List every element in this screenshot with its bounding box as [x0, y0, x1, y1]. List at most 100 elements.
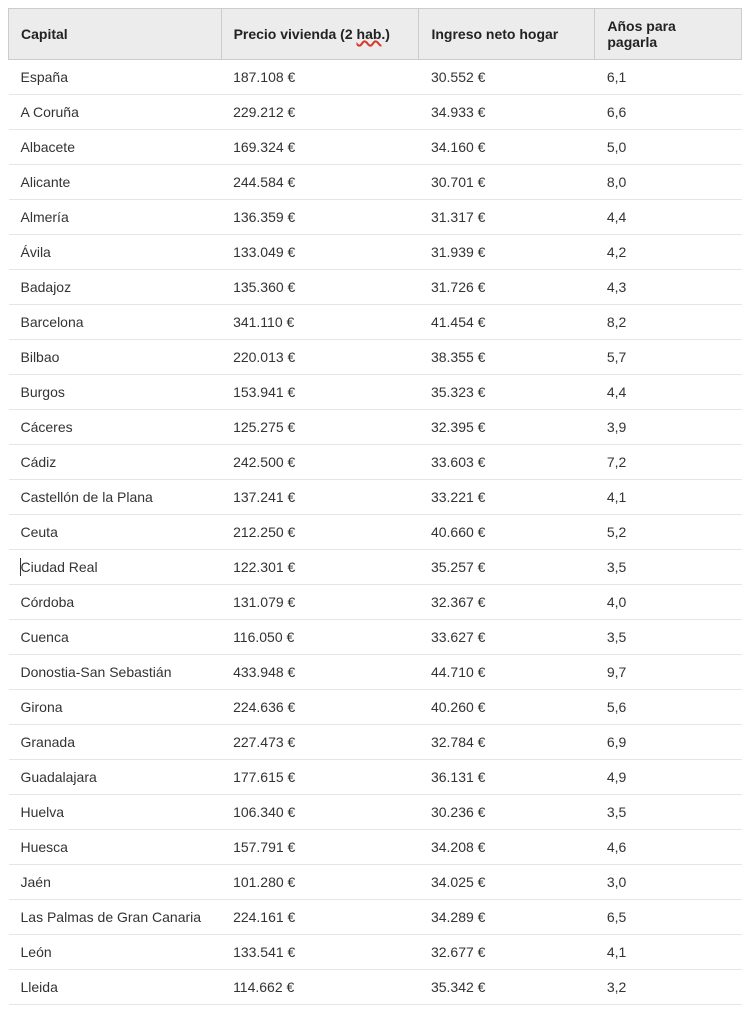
cell-ingreso: 35.257 € — [419, 550, 595, 585]
cell-capital: Ávila — [9, 235, 222, 270]
cell-capital: Alicante — [9, 165, 222, 200]
cell-anos: 5,6 — [595, 690, 742, 725]
cell-precio: 135.360 € — [221, 270, 419, 305]
cell-capital: Córdoba — [9, 585, 222, 620]
table-row: A Coruña229.212 €34.933 €6,6 — [9, 95, 742, 130]
table-row: Ciudad Real122.301 €35.257 €3,5 — [9, 550, 742, 585]
cell-capital: Bilbao — [9, 340, 222, 375]
cell-capital: Barcelona — [9, 305, 222, 340]
cell-anos: 4,0 — [595, 585, 742, 620]
cell-capital: Granada — [9, 725, 222, 760]
cell-anos: 7,2 — [595, 445, 742, 480]
cell-capital: Huesca — [9, 830, 222, 865]
cell-precio: 227.473 € — [221, 725, 419, 760]
cell-ingreso: 33.627 € — [419, 620, 595, 655]
cell-capital: Las Palmas de Gran Canaria — [9, 900, 222, 935]
cell-precio: 137.241 € — [221, 480, 419, 515]
cell-capital: Cáceres — [9, 410, 222, 445]
table-row: Huelva106.340 €30.236 €3,5 — [9, 795, 742, 830]
cell-anos: 5,2 — [595, 515, 742, 550]
cell-ingreso: 34.933 € — [419, 95, 595, 130]
cell-precio: 133.049 € — [221, 235, 419, 270]
cell-ingreso: 35.323 € — [419, 375, 595, 410]
cell-ingreso: 32.784 € — [419, 725, 595, 760]
cell-capital: Jaén — [9, 865, 222, 900]
cell-capital: Burgos — [9, 375, 222, 410]
cell-precio: 224.636 € — [221, 690, 419, 725]
cell-ingreso: 31.939 € — [419, 235, 595, 270]
cell-anos: 4,9 — [595, 760, 742, 795]
col-header-3: Años para pagarla — [595, 9, 742, 60]
table-row: Girona224.636 €40.260 €5,6 — [9, 690, 742, 725]
cell-anos: 6,9 — [595, 725, 742, 760]
cell-capital: Guadalajara — [9, 760, 222, 795]
cell-anos: 6,5 — [595, 900, 742, 935]
table-row: Barcelona341.110 €41.454 €8,2 — [9, 305, 742, 340]
cell-anos: 8,2 — [595, 305, 742, 340]
cell-ingreso: 34.289 € — [419, 900, 595, 935]
cell-capital: Albacete — [9, 130, 222, 165]
cell-precio: 242.500 € — [221, 445, 419, 480]
cell-capital: Ciudad Real — [9, 550, 222, 585]
housing-table: CapitalPrecio vivienda (2 hab.)Ingreso n… — [8, 8, 742, 1005]
table-row: Alicante244.584 €30.701 €8,0 — [9, 165, 742, 200]
cell-ingreso: 32.367 € — [419, 585, 595, 620]
cell-ingreso: 36.131 € — [419, 760, 595, 795]
cell-capital: España — [9, 60, 222, 95]
cell-anos: 4,1 — [595, 480, 742, 515]
cell-ingreso: 40.260 € — [419, 690, 595, 725]
col-header-2: Ingreso neto hogar — [419, 9, 595, 60]
spellcheck-mark: hab — [357, 26, 382, 42]
cell-ingreso: 33.603 € — [419, 445, 595, 480]
cell-anos: 5,0 — [595, 130, 742, 165]
cell-precio: 116.050 € — [221, 620, 419, 655]
table-row: Lleida114.662 €35.342 €3,2 — [9, 970, 742, 1005]
cell-ingreso: 38.355 € — [419, 340, 595, 375]
cell-ingreso: 40.660 € — [419, 515, 595, 550]
cell-capital: Girona — [9, 690, 222, 725]
cell-anos: 3,0 — [595, 865, 742, 900]
table-header: CapitalPrecio vivienda (2 hab.)Ingreso n… — [9, 9, 742, 60]
cell-precio: 133.541 € — [221, 935, 419, 970]
cell-ingreso: 31.317 € — [419, 200, 595, 235]
cell-anos: 3,2 — [595, 970, 742, 1005]
table-row: Bilbao220.013 €38.355 €5,7 — [9, 340, 742, 375]
table-row: León133.541 €32.677 €4,1 — [9, 935, 742, 970]
cell-ingreso: 41.454 € — [419, 305, 595, 340]
col-header-0: Capital — [9, 9, 222, 60]
cell-precio: 125.275 € — [221, 410, 419, 445]
table-row: Castellón de la Plana137.241 €33.221 €4,… — [9, 480, 742, 515]
table-row: Guadalajara177.615 €36.131 €4,9 — [9, 760, 742, 795]
cell-precio: 433.948 € — [221, 655, 419, 690]
table-row: Albacete169.324 €34.160 €5,0 — [9, 130, 742, 165]
cell-anos: 6,1 — [595, 60, 742, 95]
cell-precio: 341.110 € — [221, 305, 419, 340]
cell-anos: 4,3 — [595, 270, 742, 305]
cell-capital: Ceuta — [9, 515, 222, 550]
cell-anos: 9,7 — [595, 655, 742, 690]
cell-capital: Donostia-San Sebastián — [9, 655, 222, 690]
table-body: España187.108 €30.552 €6,1A Coruña229.21… — [9, 60, 742, 1005]
cell-ingreso: 34.208 € — [419, 830, 595, 865]
cell-capital: Almería — [9, 200, 222, 235]
cell-capital: Lleida — [9, 970, 222, 1005]
cell-precio: 187.108 € — [221, 60, 419, 95]
cell-ingreso: 33.221 € — [419, 480, 595, 515]
table-row: Las Palmas de Gran Canaria224.161 €34.28… — [9, 900, 742, 935]
cell-precio: 169.324 € — [221, 130, 419, 165]
cell-capital: León — [9, 935, 222, 970]
table-row: Burgos153.941 €35.323 €4,4 — [9, 375, 742, 410]
cell-ingreso: 44.710 € — [419, 655, 595, 690]
cell-capital: Cuenca — [9, 620, 222, 655]
table-row: Jaén101.280 €34.025 €3,0 — [9, 865, 742, 900]
cell-anos: 5,7 — [595, 340, 742, 375]
cell-capital: Badajoz — [9, 270, 222, 305]
cell-capital: Castellón de la Plana — [9, 480, 222, 515]
cell-anos: 3,5 — [595, 550, 742, 585]
col-header-1: Precio vivienda (2 hab.) — [221, 9, 419, 60]
cell-ingreso: 32.395 € — [419, 410, 595, 445]
cell-anos: 3,5 — [595, 620, 742, 655]
cell-ingreso: 30.552 € — [419, 60, 595, 95]
cell-anos: 3,5 — [595, 795, 742, 830]
cell-ingreso: 34.160 € — [419, 130, 595, 165]
